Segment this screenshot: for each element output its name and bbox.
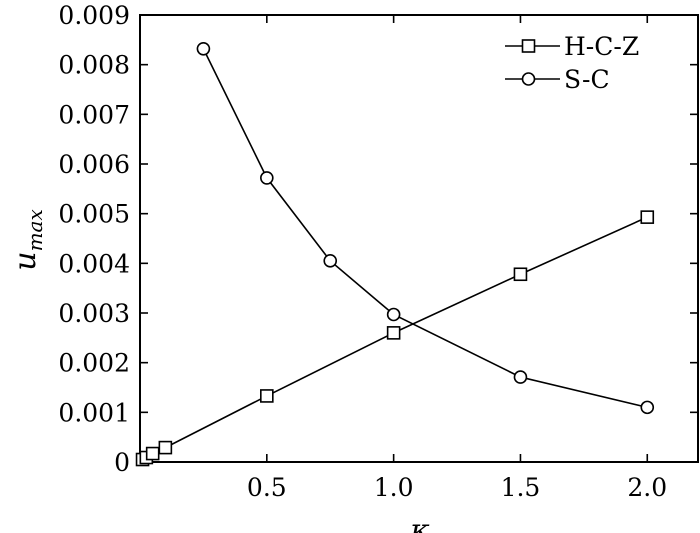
series-line [202,48,648,409]
y-axis-label-main: u [8,251,43,270]
legend-marker [521,72,536,86]
y-tick-label: 0.004 [58,249,130,278]
y-tick-label: 0.006 [58,150,130,179]
x-tick-label: 0.5 [247,473,287,502]
data-point [260,171,274,185]
legend-label: S-C [564,65,610,94]
series-s-c [196,41,655,415]
data-point [386,326,401,340]
data-point [323,254,338,268]
x-tick-label: 1.0 [374,473,414,502]
legend: H-C-Z S-C [505,32,639,94]
y-tick-label: 0.002 [58,349,130,378]
y-tick-label: 0.005 [58,200,130,229]
x-tick-label: 2.0 [627,473,667,502]
y-tick-label: 0.007 [58,100,130,129]
series-h-c-z [135,210,655,467]
y-tick-label: 0.009 [58,1,130,30]
y-tick-label: 0 [114,448,130,477]
tick-marks: 0.5 1.0 1.5 2.0 0 0.001 0.002 0.003 0.004 0.005 0.… [58,1,698,502]
plot-frame [139,14,699,463]
y-tick-label: 0.001 [58,398,130,427]
data-point [640,210,655,224]
x-tick-label: 1.5 [501,473,541,502]
y-tick-label: 0.008 [58,51,130,80]
data-point [145,446,160,461]
series-layer [135,41,655,467]
legend-item: H-C-Z [505,32,639,61]
data-point [158,440,173,455]
data-point [513,370,528,384]
svg-text:umax: umax [8,209,47,271]
data-point [260,389,274,403]
legend-item: S-C [505,65,610,94]
axes [139,14,699,463]
y-axis-label-sub: max [23,209,47,251]
data-point [196,41,211,56]
data-point [386,307,401,322]
y-axis-label: umax [8,209,47,271]
data-point [513,267,528,282]
legend-marker [521,39,536,53]
legend-label: H-C-Z [564,32,639,61]
data-point [640,400,655,415]
y-tick-label: 0.003 [58,299,130,328]
x-axis-label: κ [409,513,430,533]
